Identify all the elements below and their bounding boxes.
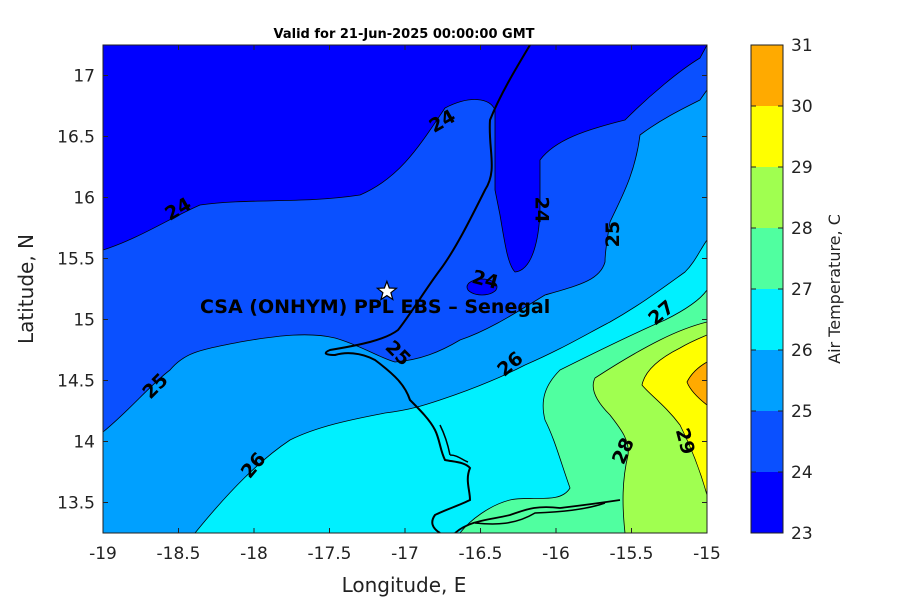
river-border xyxy=(454,499,621,533)
colorbar: 23 24 25 26 27 28 29 30 31 xyxy=(750,36,813,544)
contour-label: 25 xyxy=(602,221,624,247)
colorbar-tick-label: 25 xyxy=(791,402,813,422)
coastline xyxy=(324,45,531,533)
x-tick-label: -18.5 xyxy=(157,544,201,564)
y-axis-label: Latitude, N xyxy=(14,234,38,344)
colorbar-bin xyxy=(751,411,783,472)
star-icon xyxy=(375,279,399,301)
band-30-31 xyxy=(686,361,707,406)
colorbar-bin xyxy=(751,289,783,350)
x-tick-label: -17 xyxy=(391,544,419,564)
y-tick-label: 16 xyxy=(73,189,95,209)
inland-border xyxy=(439,424,469,463)
colorbar-bin xyxy=(751,45,783,106)
x-tick-label: -19 xyxy=(89,544,117,564)
x-axis-ticks: -19 -18.5 -18 -17.5 -17 -16.5 -16 -15.5 -15 xyxy=(89,45,721,564)
colorbar-bin xyxy=(751,106,783,167)
site-marker-group: CSA (ONHYM) PPL EBS – Senegal xyxy=(200,279,550,318)
contour-label: 24 xyxy=(530,196,552,222)
colorbar-tick-label: 27 xyxy=(791,280,813,300)
y-tick-label: 14 xyxy=(73,433,95,453)
x-tick-label: -18 xyxy=(240,544,268,564)
colorbar-tick-label: 28 xyxy=(791,219,813,239)
y-tick-label: 17 xyxy=(73,67,95,87)
colorbar-bin xyxy=(751,350,783,411)
colorbar-label: Air Temperature, C xyxy=(825,214,844,364)
y-tick-label: 16.5 xyxy=(57,128,95,148)
river-border-2 xyxy=(474,502,606,525)
map-title: Valid for 21-Jun-2025 00:00:00 GMT xyxy=(274,27,535,42)
colorbar-bin xyxy=(751,167,783,228)
site-label: CSA (ONHYM) PPL EBS – Senegal xyxy=(200,296,550,318)
y-tick-label: 15.5 xyxy=(57,250,95,270)
x-axis-label: Longitude, E xyxy=(342,573,467,597)
band-29-30 xyxy=(641,334,707,496)
colorbar-tick-label: 26 xyxy=(791,341,813,361)
y-axis-ticks: 13.5 14 14.5 15 15.5 16 16.5 17 xyxy=(57,67,707,514)
y-tick-label: 14.5 xyxy=(57,372,95,392)
cold-pocket-24 xyxy=(466,278,498,296)
x-tick-label: -16.5 xyxy=(459,544,503,564)
x-tick-label: -17.5 xyxy=(308,544,352,564)
colorbar-tick-label: 24 xyxy=(791,463,813,483)
x-tick-label: -15.5 xyxy=(610,544,654,564)
colorbar-bin xyxy=(751,228,783,289)
temperature-map xyxy=(103,45,707,533)
x-tick-label: -16 xyxy=(542,544,570,564)
y-tick-label: 15 xyxy=(73,311,95,331)
colorbar-tick-label: 30 xyxy=(791,97,813,117)
colorbar-tick-label: 23 xyxy=(791,524,813,544)
colorbar-bin xyxy=(751,472,783,533)
y-tick-label: 13.5 xyxy=(57,494,95,514)
x-tick-label: -15 xyxy=(693,544,721,564)
colorbar-tick-label: 31 xyxy=(791,36,813,56)
colorbar-tick-label: 29 xyxy=(791,158,813,178)
